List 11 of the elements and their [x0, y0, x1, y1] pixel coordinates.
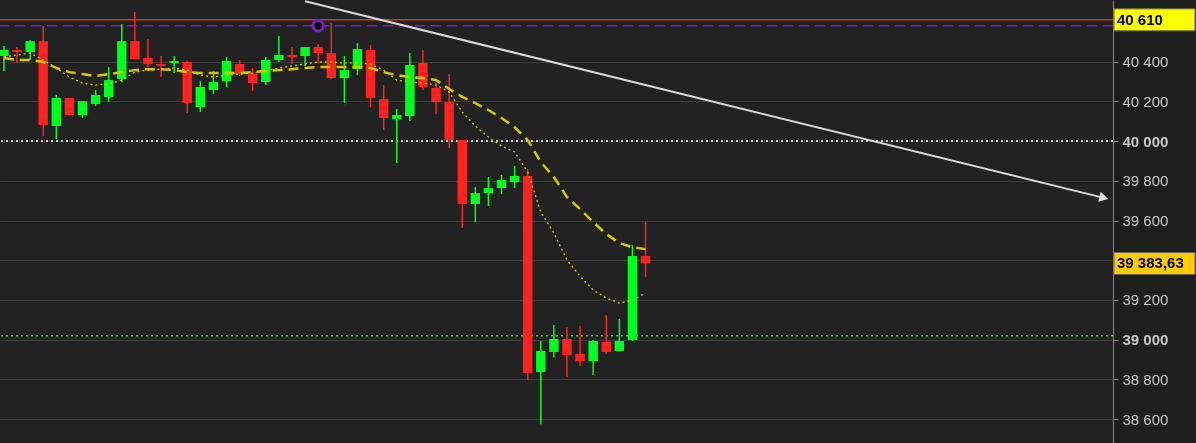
y-tick-label: 40 400: [1122, 53, 1169, 71]
ref-line-label: 40 610: [1117, 10, 1163, 28]
y-tick-label: 38 800: [1122, 370, 1169, 388]
y-tick-label: 39 000: [1122, 331, 1169, 349]
y-tick-label: 40 000: [1122, 132, 1169, 150]
y-tick-label: 39 600: [1122, 212, 1169, 230]
y-tick-label: 40 200: [1122, 92, 1169, 110]
y-tick-label: 39 200: [1122, 291, 1169, 309]
y-tick-label: 39 800: [1122, 172, 1169, 190]
y-tick-label: 38 600: [1122, 410, 1169, 428]
text: 39 383,63: [1117, 254, 1184, 272]
